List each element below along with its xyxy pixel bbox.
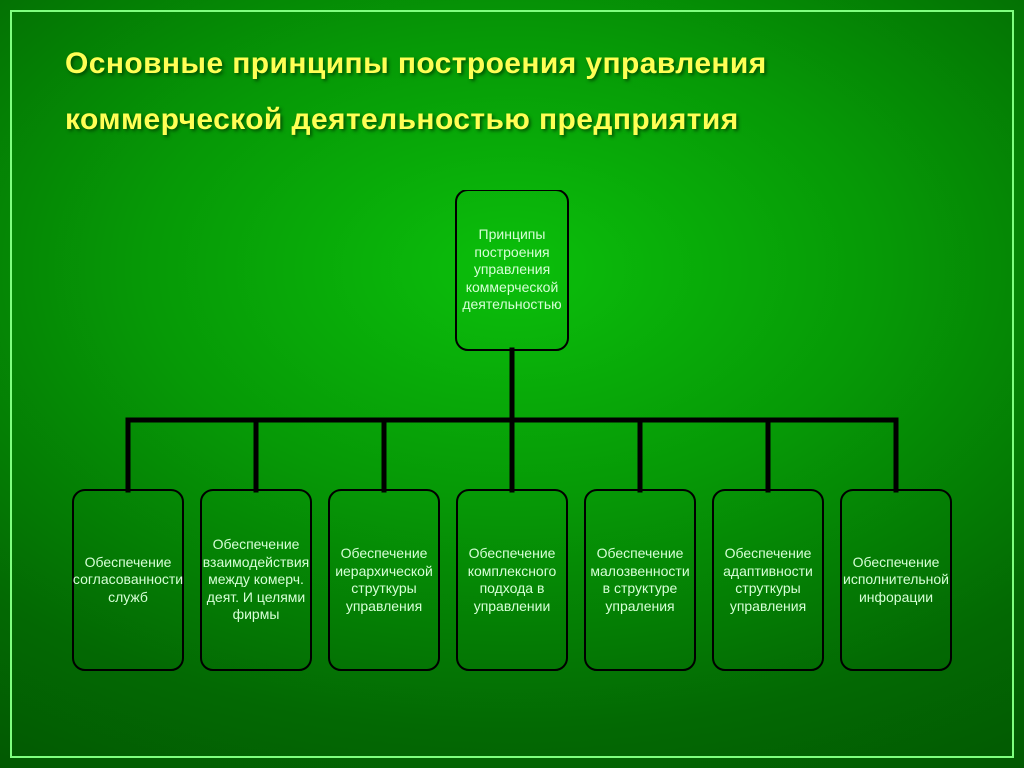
slide-content: Основные принципы построения управления … [0,0,1024,768]
org-chart: Принципы построения управления коммерчес… [50,190,974,698]
child-node-5: Обеспечение адаптивности струткуры управ… [713,490,823,670]
top-node: Принципы построения управления коммерчес… [456,190,568,350]
child-node-4: Обеспечение малозвенности в структуре уп… [585,490,695,670]
child-node-3: Обеспечение комплексного подхода в управ… [457,490,567,670]
child-node-1: Обеспечение взаимодействия между комерч.… [201,490,311,670]
child-node-2: Обеспечение иерархической струткуры упра… [329,490,439,670]
slide-title: Основные принципы построения управления … [30,30,994,147]
child-node-0: Обеспечение согласованности служб [73,490,183,670]
child-node-6: Обеспечение исполнительной инфорации [841,490,951,670]
